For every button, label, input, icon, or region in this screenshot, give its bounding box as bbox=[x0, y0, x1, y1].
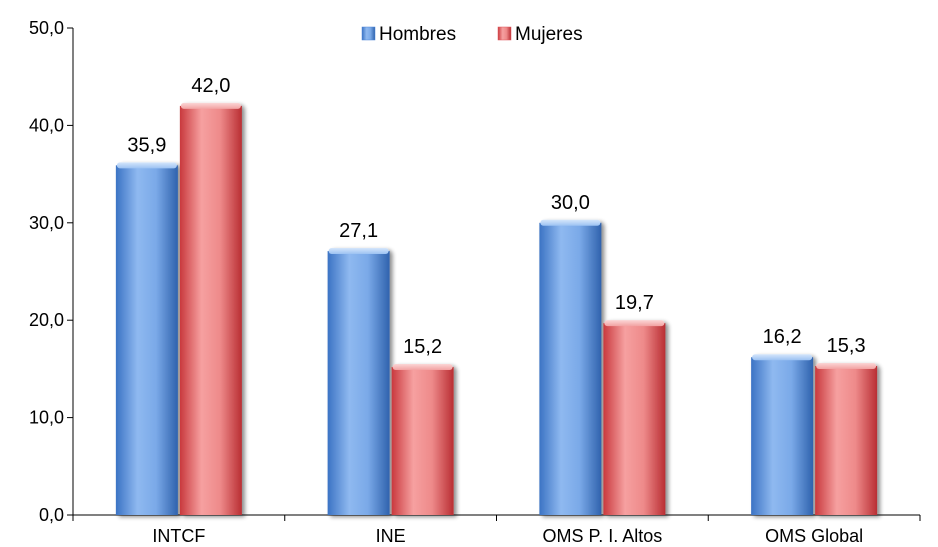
bar bbox=[751, 357, 814, 515]
x-tick-label: INE bbox=[376, 526, 406, 546]
legend-label: Hombres bbox=[379, 24, 456, 45]
bar-hombres-2 bbox=[539, 219, 602, 516]
bar-top bbox=[116, 162, 177, 169]
bar-mujeres-0 bbox=[179, 102, 242, 516]
data-label: 15,3 bbox=[827, 335, 866, 357]
bar bbox=[115, 165, 178, 516]
bar bbox=[539, 222, 602, 516]
x-tick-label: OMS Global bbox=[765, 526, 863, 546]
data-label: 16,2 bbox=[763, 326, 802, 348]
y-tick-label: 0,0 bbox=[39, 505, 64, 525]
bar-mujeres-3 bbox=[815, 362, 878, 515]
x-tick-label: OMS P. I. Altos bbox=[543, 526, 663, 546]
bar-mujeres-1 bbox=[391, 363, 454, 515]
bar bbox=[179, 105, 242, 516]
x-tick-label: INTCF bbox=[152, 526, 205, 546]
data-label: 27,1 bbox=[339, 220, 378, 242]
legend-swatch bbox=[361, 26, 376, 41]
data-label: 42,0 bbox=[191, 75, 230, 97]
data-label: 35,9 bbox=[127, 134, 166, 156]
legend-item-hombres: Hombres bbox=[361, 24, 456, 45]
bar bbox=[603, 323, 666, 515]
bar-mujeres-2 bbox=[603, 320, 666, 515]
bar-top bbox=[540, 219, 601, 226]
bar-hombres-3 bbox=[751, 354, 814, 515]
chart-data-labels: 35,9 27,1 30,0 16,2 42,0 15,2 19,7 15,3 bbox=[127, 75, 865, 358]
bar-top bbox=[392, 363, 453, 370]
legend-item-mujeres: Mujeres bbox=[497, 24, 583, 45]
y-tick-label: 50,0 bbox=[29, 18, 64, 38]
bar bbox=[327, 251, 390, 515]
legend-label: Mujeres bbox=[515, 24, 583, 45]
bar bbox=[815, 365, 878, 515]
y-tick-label: 30,0 bbox=[29, 213, 64, 233]
y-tick-label: 20,0 bbox=[29, 310, 64, 330]
bar-hombres-1 bbox=[327, 248, 390, 515]
legend-swatch bbox=[497, 26, 512, 41]
bar-top bbox=[328, 248, 389, 255]
data-label: 15,2 bbox=[403, 336, 442, 358]
y-tick-label: 40,0 bbox=[29, 115, 64, 135]
data-label: 19,7 bbox=[615, 292, 654, 314]
chart-axes: 0,0 10,0 20,0 30,0 40,0 50,0 INTCF INE OMS P. I.… bbox=[29, 18, 921, 546]
chart-legend: Hombres Mujeres bbox=[361, 24, 583, 45]
bar-top bbox=[180, 102, 241, 109]
data-label: 30,0 bbox=[551, 192, 590, 214]
bar bbox=[391, 366, 454, 515]
bar-top bbox=[604, 320, 665, 327]
bar-top bbox=[752, 354, 813, 361]
chart-bars bbox=[115, 102, 878, 516]
bar-top bbox=[816, 362, 877, 369]
y-tick-label: 10,0 bbox=[29, 408, 64, 428]
bar-hombres-0 bbox=[115, 162, 178, 516]
